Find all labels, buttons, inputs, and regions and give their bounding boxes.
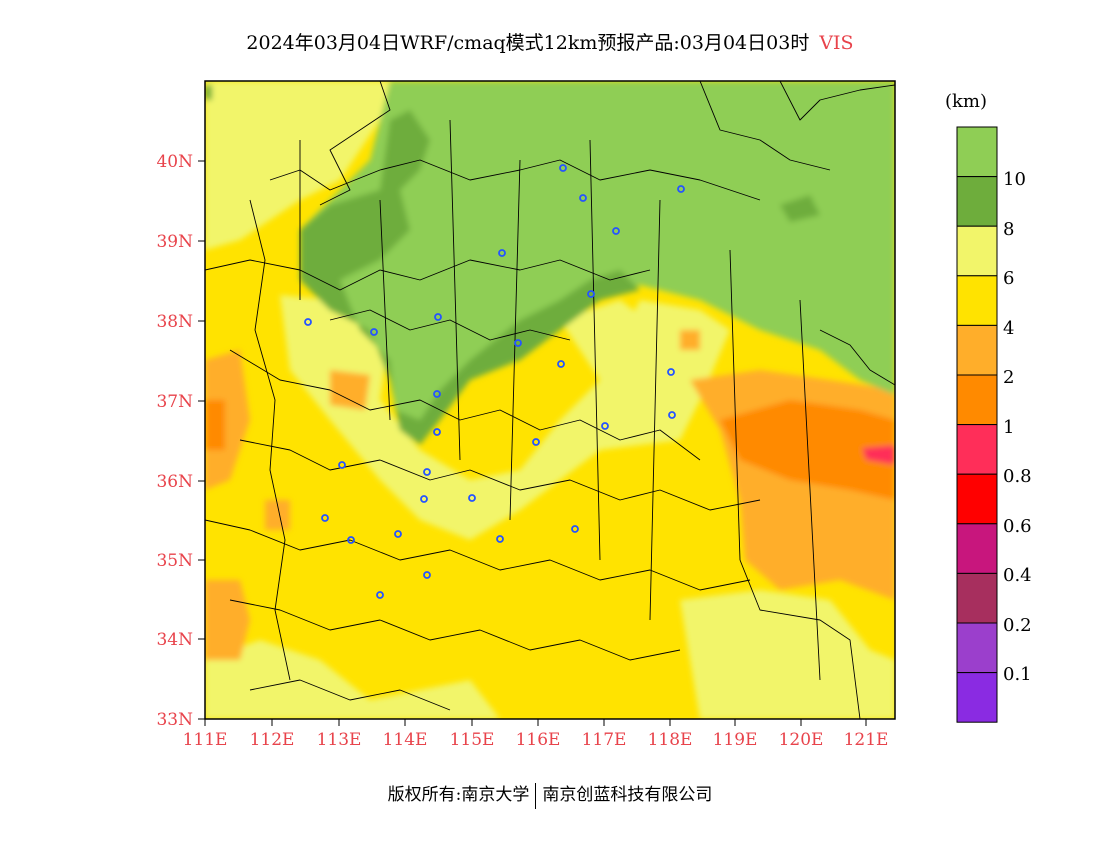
lon-label: 115E bbox=[450, 730, 495, 750]
title-text: 2024年03月04日WRF/cmaq模式12km预报产品:03月04日03时 bbox=[246, 32, 810, 54]
colorbar-label: 0.1 bbox=[1003, 664, 1032, 685]
lon-labels: 111E 112E 113E 114E 115E 116E 117E 118E … bbox=[183, 730, 889, 750]
colorbar-swatch bbox=[956, 424, 998, 475]
lat-label: 34N bbox=[156, 630, 193, 650]
lat-label: 37N bbox=[156, 392, 193, 412]
colorbar-label: 0.8 bbox=[1003, 466, 1032, 487]
colorbar-swatch bbox=[956, 622, 998, 674]
lon-label: 121E bbox=[844, 730, 889, 750]
colorbar-swatch bbox=[956, 324, 998, 376]
colorbar-swatch bbox=[956, 126, 998, 178]
lon-label: 117E bbox=[582, 730, 627, 750]
colorbar-swatch bbox=[956, 523, 998, 574]
colorbar-label: 0.2 bbox=[1003, 615, 1032, 636]
map-frame bbox=[204, 80, 896, 720]
colorbar bbox=[956, 126, 998, 723]
lon-label: 116E bbox=[516, 730, 561, 750]
colorbar-swatch bbox=[956, 572, 998, 624]
footer-separator bbox=[535, 782, 537, 809]
lat-label: 39N bbox=[156, 232, 193, 252]
lat-label: 35N bbox=[156, 551, 193, 571]
colorbar-label: 4 bbox=[1003, 318, 1014, 339]
map-title: 2024年03月04日WRF/cmaq模式12km预报产品:03月04日03时 V… bbox=[0, 28, 1100, 55]
copyright-footer: 版权所有:南京大学 南京创蓝科技有限公司 bbox=[0, 780, 1100, 809]
lon-label: 119E bbox=[713, 730, 758, 750]
colorbar-swatch bbox=[956, 275, 998, 326]
lat-label: 33N bbox=[156, 710, 193, 730]
lon-label: 120E bbox=[779, 730, 824, 750]
lat-labels: 40N 39N 38N 37N 36N 35N 34N 33N bbox=[156, 152, 193, 730]
colorbar-label: 0.6 bbox=[1003, 516, 1032, 537]
lon-label: 112E bbox=[250, 730, 295, 750]
visibility-field bbox=[205, 81, 895, 719]
colorbar-swatch bbox=[956, 374, 998, 426]
colorbar-label: 0.4 bbox=[1003, 565, 1032, 586]
lat-label: 40N bbox=[156, 152, 193, 172]
colorbar-label: 8 bbox=[1003, 219, 1014, 240]
colorbar-label: 2 bbox=[1003, 367, 1014, 388]
colorbar-swatch bbox=[956, 176, 998, 227]
copyright-right: 南京创蓝科技有限公司 bbox=[542, 785, 713, 805]
title-variable: VIS bbox=[819, 32, 854, 54]
lat-axis bbox=[198, 160, 205, 720]
lon-label: 114E bbox=[383, 730, 428, 750]
lon-label: 113E bbox=[317, 730, 362, 750]
colorbar-label: 6 bbox=[1003, 268, 1014, 289]
city-markers bbox=[304, 164, 685, 599]
colorbar-label: 10 bbox=[1003, 169, 1026, 190]
lat-label: 36N bbox=[156, 472, 193, 492]
colorbar-swatch bbox=[956, 225, 998, 277]
lon-label: 118E bbox=[648, 730, 693, 750]
colorbar-label: 1 bbox=[1003, 417, 1014, 438]
colorbar-swatch bbox=[956, 672, 998, 723]
colorbar-labels: 10 8 6 4 2 1 0.8 0.6 0.4 0.2 0.1 bbox=[1003, 169, 1032, 685]
copyright-left: 版权所有:南京大学 bbox=[387, 785, 530, 805]
lon-label: 111E bbox=[183, 730, 228, 750]
colorbar-swatch bbox=[956, 473, 998, 525]
lon-axis bbox=[204, 719, 867, 726]
colorbar-unit: (km) bbox=[945, 91, 987, 112]
lat-label: 38N bbox=[156, 312, 193, 332]
